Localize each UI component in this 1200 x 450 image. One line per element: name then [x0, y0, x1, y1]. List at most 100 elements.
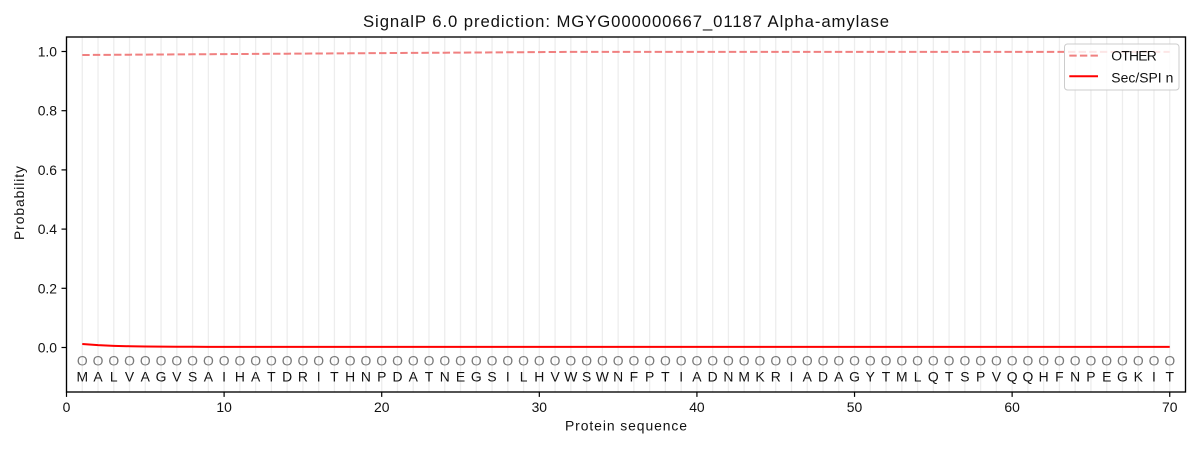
svg-text:P: P — [1086, 368, 1095, 384]
svg-text:O: O — [471, 353, 482, 369]
svg-text:60: 60 — [1004, 399, 1020, 415]
svg-text:D: D — [392, 368, 402, 384]
svg-text:I: I — [222, 368, 226, 384]
svg-text:O: O — [140, 353, 151, 369]
svg-text:L: L — [110, 368, 118, 384]
svg-text:A: A — [204, 368, 214, 384]
svg-text:Sec/SPI n: Sec/SPI n — [1111, 69, 1173, 85]
svg-text:E: E — [1102, 368, 1111, 384]
svg-text:0.6: 0.6 — [38, 162, 58, 178]
svg-text:V: V — [550, 368, 560, 384]
svg-text:G: G — [156, 368, 167, 384]
svg-text:O: O — [1101, 353, 1112, 369]
svg-text:M: M — [76, 368, 88, 384]
svg-text:I: I — [317, 368, 321, 384]
svg-text:V: V — [125, 368, 135, 384]
svg-text:O: O — [77, 353, 88, 369]
svg-text:O: O — [849, 353, 860, 369]
svg-text:O: O — [770, 353, 781, 369]
svg-text:O: O — [1149, 353, 1160, 369]
svg-text:L: L — [914, 368, 922, 384]
svg-text:SignalP 6.0 prediction: MGYG00: SignalP 6.0 prediction: MGYG000000667_01… — [363, 12, 889, 31]
svg-text:O: O — [1038, 353, 1049, 369]
svg-text:0.0: 0.0 — [38, 340, 58, 356]
svg-text:O: O — [93, 353, 104, 369]
svg-text:M: M — [738, 368, 750, 384]
svg-text:N: N — [440, 368, 450, 384]
svg-text:0.8: 0.8 — [38, 103, 58, 119]
svg-text:O: O — [250, 353, 261, 369]
svg-text:O: O — [534, 353, 545, 369]
svg-text:T: T — [882, 368, 891, 384]
svg-text:O: O — [345, 353, 356, 369]
svg-text:M: M — [896, 368, 908, 384]
svg-text:N: N — [1070, 368, 1080, 384]
svg-text:O: O — [660, 353, 671, 369]
svg-text:A: A — [834, 368, 844, 384]
svg-text:N: N — [613, 368, 623, 384]
svg-text:O: O — [755, 353, 766, 369]
svg-text:O: O — [187, 353, 198, 369]
svg-text:O: O — [361, 353, 372, 369]
svg-text:O: O — [692, 353, 703, 369]
svg-text:O: O — [865, 353, 876, 369]
svg-text:O: O — [818, 353, 829, 369]
svg-text:O: O — [1133, 353, 1144, 369]
svg-text:F: F — [1055, 368, 1064, 384]
svg-text:H: H — [345, 368, 355, 384]
svg-text:10: 10 — [216, 399, 232, 415]
svg-text:K: K — [755, 368, 765, 384]
svg-text:O: O — [802, 353, 813, 369]
svg-text:O: O — [408, 353, 419, 369]
svg-text:O: O — [108, 353, 119, 369]
svg-text:P: P — [645, 368, 654, 384]
svg-text:O: O — [282, 353, 293, 369]
svg-text:V: V — [992, 368, 1002, 384]
svg-text:O: O — [833, 353, 844, 369]
svg-text:O: O — [707, 353, 718, 369]
svg-text:O: O — [991, 353, 1002, 369]
svg-text:H: H — [534, 368, 544, 384]
svg-text:O: O — [786, 353, 797, 369]
svg-text:O: O — [644, 353, 655, 369]
svg-text:L: L — [520, 368, 528, 384]
svg-text:O: O — [959, 353, 970, 369]
svg-text:O: O — [676, 353, 687, 369]
svg-text:O: O — [518, 353, 529, 369]
svg-text:Q: Q — [1022, 368, 1033, 384]
svg-text:T: T — [661, 368, 670, 384]
svg-text:O: O — [628, 353, 639, 369]
svg-text:S: S — [188, 368, 197, 384]
svg-text:N: N — [361, 368, 371, 384]
svg-text:K: K — [1134, 368, 1144, 384]
svg-text:O: O — [928, 353, 939, 369]
svg-text:O: O — [203, 353, 214, 369]
svg-text:A: A — [803, 368, 813, 384]
svg-text:O: O — [896, 353, 907, 369]
svg-text:O: O — [455, 353, 466, 369]
svg-text:I: I — [679, 368, 683, 384]
svg-text:A: A — [93, 368, 103, 384]
svg-text:I: I — [1152, 368, 1156, 384]
svg-text:O: O — [739, 353, 750, 369]
svg-text:G: G — [849, 368, 860, 384]
svg-text:H: H — [1039, 368, 1049, 384]
svg-text:O: O — [1007, 353, 1018, 369]
svg-text:T: T — [945, 368, 954, 384]
svg-text:O: O — [613, 353, 624, 369]
svg-text:40: 40 — [689, 399, 705, 415]
svg-text:O: O — [723, 353, 734, 369]
svg-text:O: O — [1054, 353, 1065, 369]
svg-text:S: S — [582, 368, 591, 384]
svg-text:N: N — [723, 368, 733, 384]
svg-text:Protein sequence: Protein sequence — [565, 418, 687, 434]
svg-text:O: O — [439, 353, 450, 369]
svg-text:O: O — [156, 353, 167, 369]
svg-text:A: A — [251, 368, 261, 384]
svg-text:H: H — [235, 368, 245, 384]
svg-text:O: O — [487, 353, 498, 369]
svg-text:D: D — [282, 368, 292, 384]
svg-text:I: I — [790, 368, 794, 384]
svg-text:1.0: 1.0 — [38, 44, 58, 60]
svg-text:S: S — [960, 368, 969, 384]
